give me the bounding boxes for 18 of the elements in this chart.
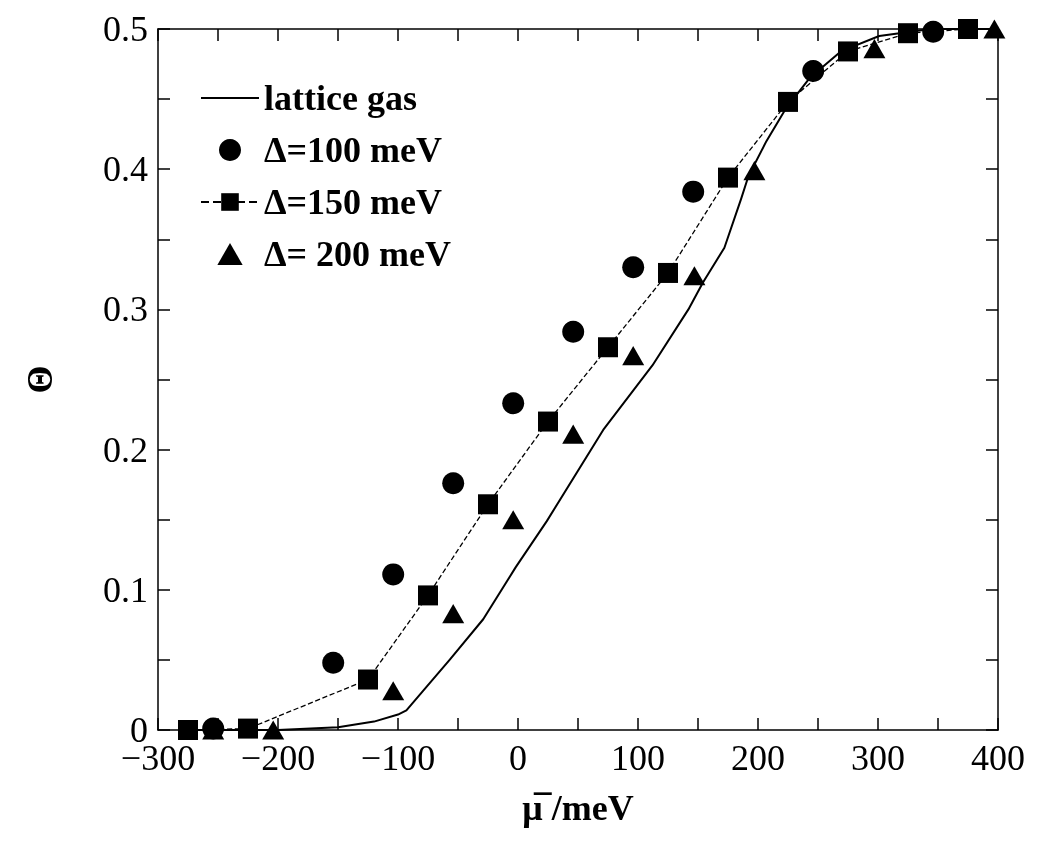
x-tick-label: 0 — [509, 738, 527, 778]
x-tick-label: −100 — [360, 738, 436, 778]
x-axis-title: μ̅ /meV — [522, 788, 634, 828]
x-tick-label: 400 — [971, 738, 1025, 778]
x-tick-label: 100 — [611, 738, 665, 778]
x-tick-label: −200 — [240, 738, 316, 778]
y-tick-label: 0.1 — [103, 569, 148, 610]
x-tick-label: 300 — [851, 738, 905, 778]
legend-label: lattice gas — [264, 78, 417, 118]
y-tick-label: 0.5 — [103, 9, 148, 49]
y-tick-label: 0.4 — [103, 149, 148, 190]
y-tick-label: 0.2 — [103, 429, 148, 470]
legend-label: Δ= 200 meV — [264, 234, 452, 274]
x-tick-label: 200 — [731, 738, 785, 778]
y-tick-label: 0.3 — [103, 289, 148, 330]
legend-label: Δ=100 meV — [264, 130, 443, 170]
y-axis-title: Θ — [20, 365, 60, 394]
legend-label: Δ=150 meV — [264, 182, 443, 222]
